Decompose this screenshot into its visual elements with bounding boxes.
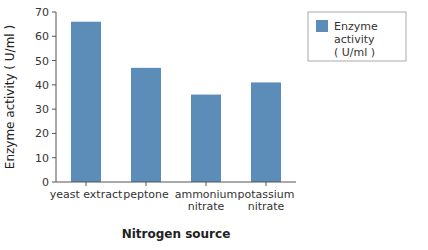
x-tick-label: ammoniumnitrate bbox=[175, 188, 238, 213]
y-tick bbox=[52, 60, 56, 61]
y-tick-label: 30 bbox=[35, 103, 49, 116]
y-tick-label: 70 bbox=[35, 6, 49, 19]
y-tick-label: 10 bbox=[35, 152, 49, 165]
y-tick bbox=[52, 109, 56, 110]
y-tick bbox=[52, 157, 56, 158]
x-tick bbox=[86, 182, 87, 186]
y-tick bbox=[52, 12, 56, 13]
y-tick-label: 60 bbox=[35, 30, 49, 43]
x-tick-label: yeast extract bbox=[50, 188, 123, 201]
x-axis-line bbox=[56, 182, 296, 183]
bar bbox=[191, 95, 221, 182]
background bbox=[0, 0, 428, 250]
legend: Enzymeactivity( U/ml ) bbox=[308, 12, 406, 61]
x-tick-label: peptone bbox=[123, 188, 169, 201]
bar bbox=[131, 68, 161, 182]
y-tick bbox=[52, 133, 56, 134]
y-axis-line bbox=[56, 12, 57, 182]
chart-svg: 0 10 20 30 40 50 60 70 yeast extractpeptone ammon… bbox=[0, 0, 428, 250]
y-tick-label: 0 bbox=[42, 176, 49, 189]
legend-swatch bbox=[316, 20, 328, 32]
y-tick bbox=[52, 84, 56, 85]
x-tick bbox=[206, 182, 207, 186]
x-tick bbox=[146, 182, 147, 186]
y-tick-label: 40 bbox=[35, 79, 49, 92]
legend-label: Enzymeactivity( U/ml ) bbox=[334, 20, 378, 59]
x-tick bbox=[266, 182, 267, 186]
y-tick-label: 50 bbox=[35, 55, 49, 68]
chart-container: 0 10 20 30 40 50 60 70 yeast extractpeptone ammon… bbox=[0, 0, 428, 250]
y-tick-label: 20 bbox=[35, 127, 49, 140]
bars bbox=[71, 22, 281, 182]
bar bbox=[251, 82, 281, 182]
y-axis-label: Enzyme activity ( U/ml ) bbox=[3, 25, 17, 169]
x-tick-label: potassiumnitrate bbox=[238, 188, 295, 213]
y-tick bbox=[52, 182, 56, 183]
x-axis-label: Nitrogen source bbox=[122, 227, 231, 241]
y-tick bbox=[52, 36, 56, 37]
legend-frame bbox=[308, 12, 406, 61]
bar bbox=[71, 22, 101, 182]
